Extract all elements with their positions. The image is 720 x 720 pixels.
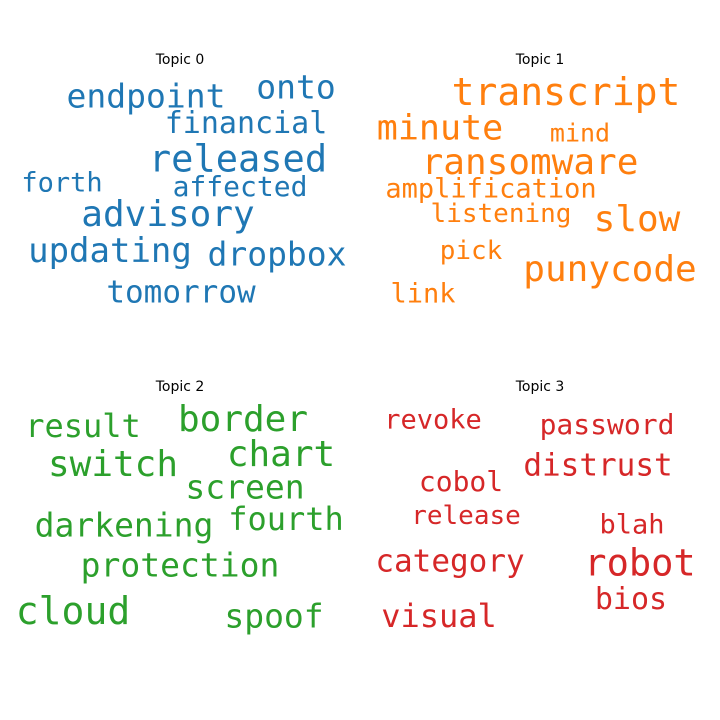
word-protection: protection <box>80 545 280 585</box>
word-blah: blah <box>599 509 665 541</box>
topic-2-panel: Topic 2 result border chart switch screen dar… <box>0 360 360 720</box>
word-category: category <box>375 543 525 580</box>
word-transcript: transcript <box>451 70 681 114</box>
word-release: release <box>411 501 521 531</box>
word-tomorrow: tomorrow <box>106 274 256 311</box>
topic-0-title: Topic 0 <box>155 52 205 68</box>
topic-2-wordcloud: result border chart switch screen darkening fo… <box>0 360 360 720</box>
word-visual: visual <box>381 597 497 635</box>
word-slow: slow <box>593 199 681 240</box>
word-onto: onto <box>256 67 336 107</box>
word-forth: forth <box>21 167 103 199</box>
word-advisory: advisory <box>81 194 255 235</box>
word-switch: switch <box>47 444 179 485</box>
word-cloud: cloud <box>15 589 131 633</box>
word-revoke: revoke <box>384 404 482 436</box>
word-distrust: distrust <box>523 447 673 484</box>
word-darkening: darkening <box>34 505 214 545</box>
topic-3-panel: Topic 3 revoke password distrust cobol relea… <box>360 360 720 720</box>
topic-0-panel: Topic 0 endpoint onto financial released for… <box>0 0 360 360</box>
word-endpoint: endpoint <box>66 76 226 116</box>
topic-3-wordcloud: revoke password distrust cobol release blah ca… <box>360 360 720 720</box>
word-robot: robot <box>584 541 696 585</box>
topic-1-wordcloud: transcript minute mind ransomware amplificat… <box>360 0 720 360</box>
topic-1-title: Topic 1 <box>515 52 565 68</box>
topic-3-title: Topic 3 <box>515 379 565 395</box>
word-link: link <box>390 278 456 310</box>
word-border: border <box>177 399 309 440</box>
word-amplification: amplification <box>385 173 597 205</box>
word-cobol: cobol <box>418 465 504 498</box>
word-bios: bios <box>594 582 668 617</box>
word-minute: minute <box>376 108 504 149</box>
word-spoof: spoof <box>224 596 324 636</box>
word-dropbox: dropbox <box>207 234 347 274</box>
topic-0-wordcloud: endpoint onto financial released forth affect… <box>0 0 360 360</box>
word-screen: screen <box>185 467 305 507</box>
word-pick: pick <box>439 236 503 266</box>
word-fourth: fourth <box>228 500 344 538</box>
word-chart: chart <box>226 434 336 475</box>
word-mind: mind <box>549 118 611 148</box>
word-listening: listening <box>430 199 572 229</box>
topic-2-title: Topic 2 <box>155 379 205 395</box>
word-released: released <box>148 137 328 181</box>
word-affected: affected <box>172 170 308 203</box>
topic-1-panel: Topic 1 transcript minute mind ransomware am… <box>360 0 720 360</box>
word-updating: updating <box>28 231 192 271</box>
word-result: result <box>25 407 141 445</box>
word-financial: financial <box>164 106 328 141</box>
word-password: password <box>539 408 675 441</box>
word-ransomware: ransomware <box>421 142 639 183</box>
word-punycode: punycode <box>523 249 697 290</box>
